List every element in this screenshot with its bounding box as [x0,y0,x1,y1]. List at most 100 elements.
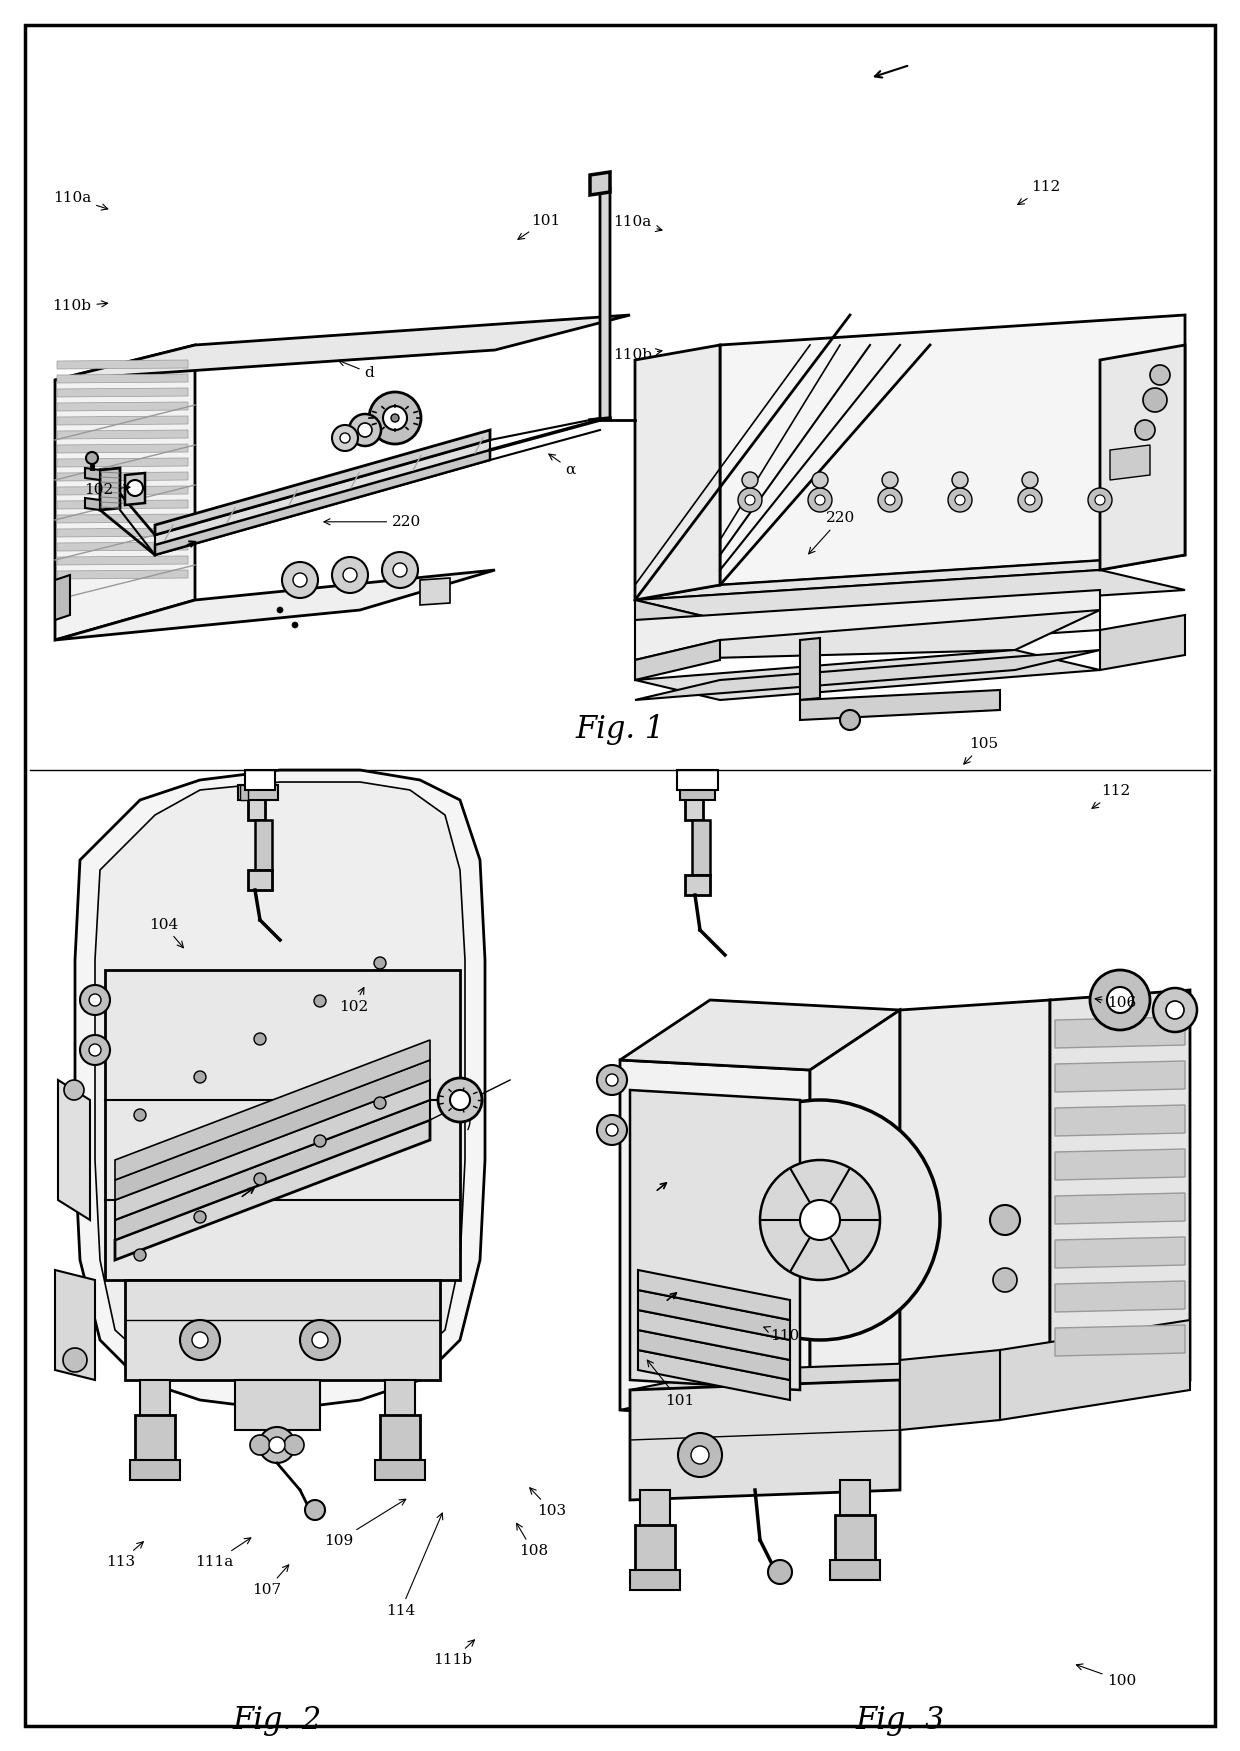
Circle shape [383,406,407,431]
Circle shape [332,557,368,594]
Circle shape [1153,988,1197,1031]
Circle shape [1087,489,1112,511]
Polygon shape [125,1280,440,1380]
Polygon shape [57,501,188,510]
Polygon shape [140,1380,170,1420]
Polygon shape [677,770,718,790]
Circle shape [193,1212,206,1222]
Polygon shape [248,870,272,890]
Circle shape [800,1199,839,1240]
Polygon shape [684,784,703,819]
Circle shape [250,1436,270,1455]
Polygon shape [57,459,188,468]
Polygon shape [115,1121,430,1261]
Polygon shape [630,1361,999,1390]
Polygon shape [720,315,1185,585]
Polygon shape [57,375,188,383]
Circle shape [281,562,317,599]
Polygon shape [635,650,1100,700]
Text: 111b: 111b [433,1641,475,1667]
Circle shape [745,496,755,504]
Text: 107: 107 [252,1565,289,1597]
Polygon shape [692,819,711,876]
Polygon shape [630,1091,800,1390]
Circle shape [89,995,100,1007]
Polygon shape [57,529,188,538]
Circle shape [340,432,350,443]
Text: 106: 106 [1095,996,1137,1010]
Circle shape [701,1100,940,1340]
Polygon shape [1050,989,1190,1390]
Polygon shape [55,345,195,641]
Circle shape [269,1438,285,1453]
Text: 100: 100 [1076,1663,1137,1688]
Circle shape [300,1320,340,1361]
Polygon shape [95,783,465,1385]
Text: 110a: 110a [53,191,108,210]
Polygon shape [800,637,820,700]
Text: Fig. 2: Fig. 2 [232,1704,321,1735]
Circle shape [391,413,399,422]
Polygon shape [57,557,188,566]
Polygon shape [639,1269,790,1320]
Circle shape [314,1135,326,1147]
Polygon shape [57,571,188,580]
Polygon shape [55,1269,95,1380]
Polygon shape [57,403,188,411]
Polygon shape [379,1415,420,1460]
Circle shape [358,424,372,438]
Polygon shape [1055,1282,1185,1311]
Polygon shape [115,1100,430,1240]
Polygon shape [635,650,1100,700]
Circle shape [64,1080,84,1100]
Text: 109: 109 [324,1499,405,1548]
Polygon shape [684,876,711,895]
Circle shape [343,567,357,581]
Text: 105: 105 [963,737,998,763]
Text: 110a: 110a [614,215,662,231]
Circle shape [126,480,143,496]
Text: 110: 110 [764,1327,800,1343]
Text: 112: 112 [1092,784,1131,809]
Circle shape [606,1073,618,1086]
Polygon shape [600,187,610,420]
Polygon shape [55,571,495,641]
Circle shape [885,496,895,504]
Circle shape [348,413,381,447]
Polygon shape [635,345,720,601]
Circle shape [678,1432,722,1478]
Polygon shape [800,690,999,720]
Polygon shape [236,1380,320,1431]
Text: α: α [549,454,575,476]
Circle shape [314,995,326,1007]
Circle shape [742,473,758,489]
Text: 110b: 110b [613,348,662,362]
Polygon shape [630,1571,680,1590]
Polygon shape [639,1310,790,1361]
Circle shape [332,425,358,452]
Circle shape [949,489,972,511]
Circle shape [606,1124,618,1136]
Circle shape [370,392,422,445]
Polygon shape [238,784,278,800]
Polygon shape [1055,1149,1185,1180]
Polygon shape [639,1290,790,1340]
Text: 102: 102 [84,483,130,497]
Polygon shape [86,497,100,510]
Text: 112: 112 [1018,180,1060,205]
Circle shape [259,1427,295,1464]
Text: 103: 103 [529,1488,567,1518]
Text: d: d [339,361,374,380]
Polygon shape [384,1380,415,1420]
Polygon shape [620,1390,900,1420]
Polygon shape [57,361,188,369]
Polygon shape [420,578,450,606]
Polygon shape [630,1380,900,1501]
Circle shape [1090,970,1149,1030]
Circle shape [1107,988,1133,1014]
Circle shape [1022,473,1038,489]
Polygon shape [57,389,188,397]
Polygon shape [115,1059,430,1199]
Polygon shape [86,468,100,480]
Circle shape [81,1035,110,1065]
